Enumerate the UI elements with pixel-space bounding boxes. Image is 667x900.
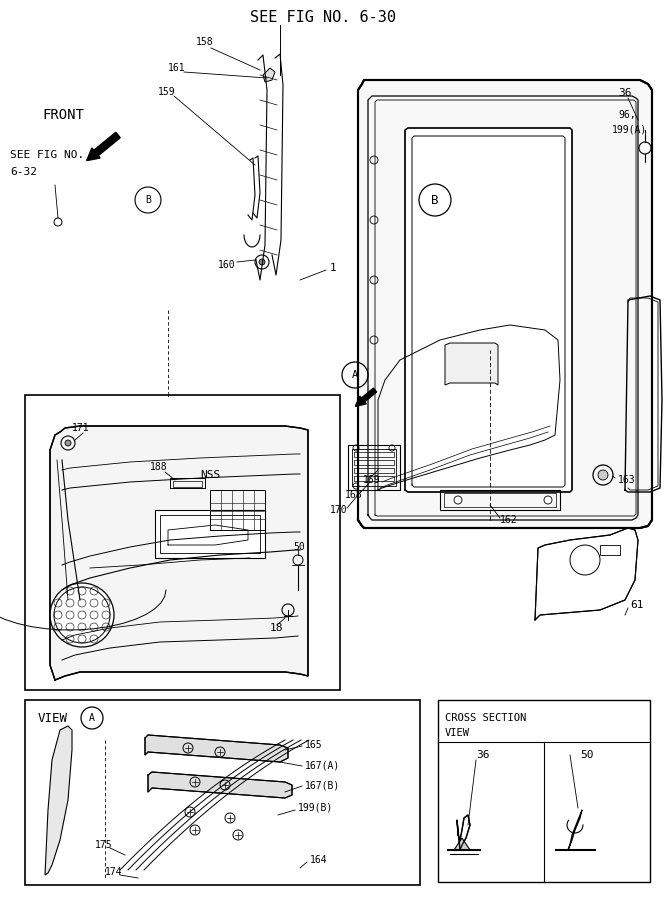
Text: 18: 18 bbox=[270, 623, 283, 633]
Text: 165: 165 bbox=[305, 740, 323, 750]
Bar bbox=[444, 493, 556, 507]
Text: 159: 159 bbox=[158, 87, 175, 97]
Bar bbox=[354, 452, 394, 457]
Text: A: A bbox=[89, 713, 95, 723]
Text: 199(B): 199(B) bbox=[298, 803, 334, 813]
Text: 96,: 96, bbox=[618, 110, 636, 120]
Text: 168: 168 bbox=[345, 490, 363, 500]
Bar bbox=[354, 460, 394, 465]
Polygon shape bbox=[454, 838, 470, 850]
Text: SEE FIG NO. 6-30: SEE FIG NO. 6-30 bbox=[250, 11, 396, 25]
Circle shape bbox=[598, 470, 608, 480]
Polygon shape bbox=[358, 80, 652, 528]
Polygon shape bbox=[50, 426, 308, 680]
Bar bbox=[438, 700, 650, 882]
Bar bbox=[600, 545, 620, 555]
Bar bbox=[354, 468, 394, 473]
Text: B: B bbox=[145, 195, 151, 205]
Text: 50: 50 bbox=[580, 750, 594, 760]
Bar bbox=[25, 700, 420, 885]
Bar bbox=[210, 490, 265, 530]
Circle shape bbox=[50, 583, 114, 647]
Bar bbox=[348, 445, 400, 490]
Text: 171: 171 bbox=[72, 423, 89, 433]
Polygon shape bbox=[535, 528, 638, 620]
Text: 6-32: 6-32 bbox=[10, 167, 37, 177]
Bar bbox=[160, 515, 260, 553]
Text: 175: 175 bbox=[95, 840, 113, 850]
Bar bbox=[25, 395, 340, 690]
Text: FRONT: FRONT bbox=[42, 108, 84, 122]
Text: 160: 160 bbox=[218, 260, 235, 270]
Polygon shape bbox=[45, 726, 72, 875]
Text: 61: 61 bbox=[630, 600, 644, 610]
Polygon shape bbox=[263, 68, 275, 82]
Text: NSS: NSS bbox=[200, 470, 220, 480]
Text: 36: 36 bbox=[618, 88, 632, 98]
Text: 161: 161 bbox=[168, 63, 185, 73]
Polygon shape bbox=[457, 815, 470, 850]
Polygon shape bbox=[445, 343, 498, 385]
Text: 50: 50 bbox=[293, 542, 305, 552]
Text: 169: 169 bbox=[363, 475, 381, 485]
Bar bbox=[352, 449, 396, 486]
Text: 1: 1 bbox=[330, 263, 337, 273]
Text: 174: 174 bbox=[105, 867, 123, 877]
Bar bbox=[155, 510, 265, 558]
Polygon shape bbox=[148, 772, 292, 798]
Text: 167(B): 167(B) bbox=[305, 780, 340, 790]
Text: B: B bbox=[432, 194, 439, 206]
Text: VIEW: VIEW bbox=[445, 728, 470, 738]
Text: 158: 158 bbox=[196, 37, 213, 47]
FancyArrow shape bbox=[87, 132, 120, 160]
Text: 170: 170 bbox=[330, 505, 348, 515]
Polygon shape bbox=[145, 735, 288, 762]
Bar bbox=[440, 490, 560, 510]
Text: 36: 36 bbox=[476, 750, 490, 760]
Bar bbox=[173, 481, 202, 487]
Text: 199(A): 199(A) bbox=[612, 125, 647, 135]
Text: 163: 163 bbox=[618, 475, 636, 485]
Polygon shape bbox=[405, 128, 572, 492]
Circle shape bbox=[259, 259, 265, 265]
Text: 164: 164 bbox=[310, 855, 327, 865]
Text: 167(A): 167(A) bbox=[305, 760, 340, 770]
Text: CROSS SECTION: CROSS SECTION bbox=[445, 713, 526, 723]
Circle shape bbox=[65, 440, 71, 446]
Text: 162: 162 bbox=[500, 515, 518, 525]
FancyArrow shape bbox=[356, 388, 377, 407]
Bar bbox=[170, 478, 205, 488]
Bar bbox=[354, 476, 394, 481]
Text: SEE FIG NO.: SEE FIG NO. bbox=[10, 150, 84, 160]
Text: A: A bbox=[352, 370, 358, 380]
Text: 188: 188 bbox=[150, 462, 167, 472]
Text: VIEW: VIEW bbox=[38, 712, 68, 724]
